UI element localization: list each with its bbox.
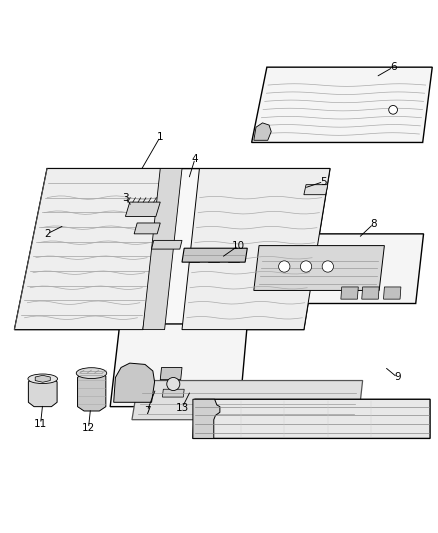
Circle shape: [300, 261, 312, 272]
Polygon shape: [110, 324, 247, 407]
Circle shape: [389, 106, 397, 114]
Polygon shape: [247, 234, 424, 303]
Polygon shape: [132, 381, 363, 419]
Polygon shape: [254, 123, 271, 140]
Text: 13: 13: [175, 403, 189, 413]
Polygon shape: [362, 287, 379, 299]
Circle shape: [322, 261, 333, 272]
Polygon shape: [143, 168, 182, 329]
Polygon shape: [162, 389, 184, 397]
Polygon shape: [14, 168, 169, 329]
Polygon shape: [14, 168, 330, 329]
Polygon shape: [28, 377, 57, 407]
Text: 11: 11: [34, 419, 47, 429]
Polygon shape: [125, 202, 160, 216]
Text: 2: 2: [44, 229, 50, 239]
Polygon shape: [182, 248, 247, 262]
Polygon shape: [252, 67, 432, 142]
Circle shape: [167, 377, 180, 391]
Polygon shape: [182, 168, 330, 329]
Polygon shape: [114, 363, 155, 402]
Polygon shape: [193, 399, 430, 439]
Text: 8: 8: [370, 219, 377, 229]
Text: 3: 3: [122, 193, 129, 203]
Text: 6: 6: [390, 62, 396, 72]
Text: 5: 5: [320, 176, 327, 187]
Text: 12: 12: [82, 423, 95, 433]
Circle shape: [279, 261, 290, 272]
Text: 9: 9: [394, 373, 401, 383]
Polygon shape: [134, 223, 160, 234]
Ellipse shape: [28, 374, 57, 384]
Text: 10: 10: [232, 240, 245, 251]
Polygon shape: [160, 367, 182, 379]
Polygon shape: [152, 240, 182, 249]
Polygon shape: [193, 399, 220, 439]
Ellipse shape: [76, 368, 107, 378]
Text: 7: 7: [144, 406, 151, 416]
Polygon shape: [254, 246, 385, 290]
Text: 4: 4: [192, 154, 198, 164]
Polygon shape: [304, 184, 328, 195]
Polygon shape: [78, 371, 106, 411]
Polygon shape: [35, 375, 50, 382]
Polygon shape: [384, 287, 401, 299]
Text: 1: 1: [157, 132, 163, 142]
Polygon shape: [341, 287, 358, 299]
